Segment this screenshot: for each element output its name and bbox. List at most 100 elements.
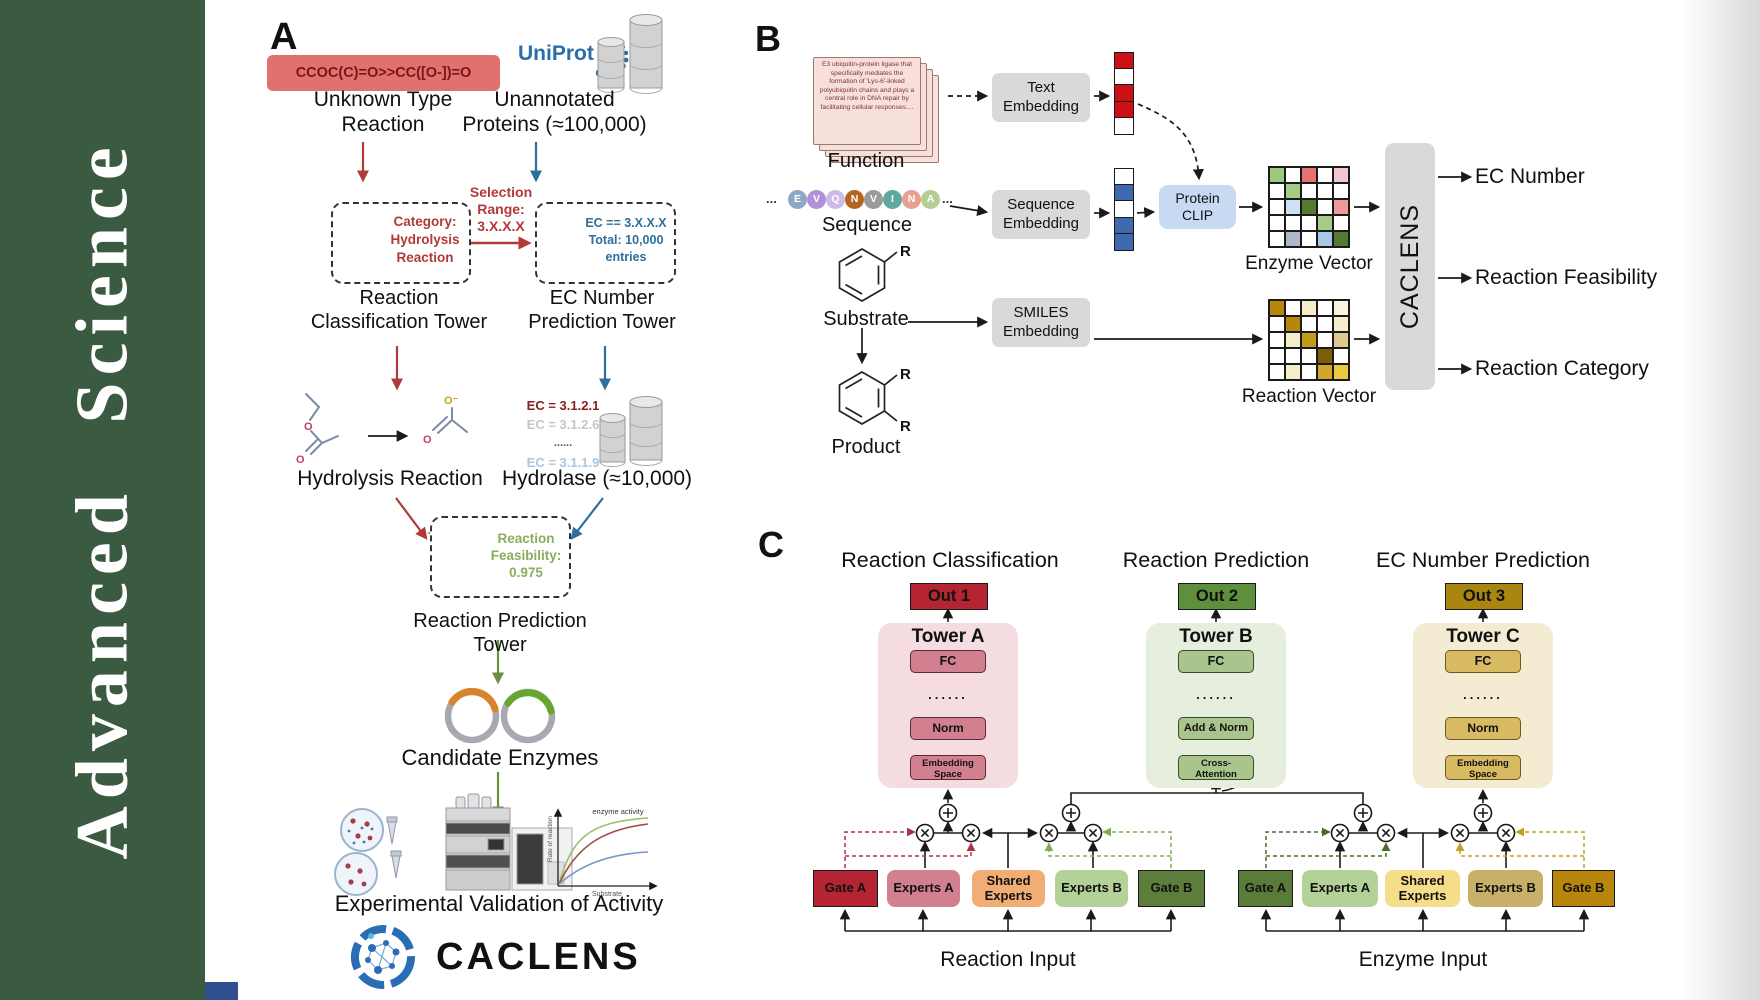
oxygen-atom: O (423, 434, 432, 446)
grid-cell (1317, 167, 1333, 183)
unknown-line2: Reaction (341, 112, 425, 136)
output-reaction-feasibility: Reaction Feasibility (1475, 266, 1658, 289)
substrate-label: Substrate (823, 308, 909, 330)
grid-cell (1285, 348, 1301, 364)
residue-circle: I (883, 190, 902, 209)
vector-cell (1115, 101, 1133, 118)
residue-circle: V (864, 190, 883, 209)
plasmid-icons (444, 687, 556, 744)
vector-cell (1115, 233, 1133, 250)
unknown-line1: Unknown Type (313, 88, 453, 111)
gate-a-reaction: Gate A (813, 870, 878, 907)
sequence-ellipsis-left: ... (766, 191, 777, 206)
protein-clip-line2: CLIP (1181, 207, 1214, 223)
o-minus-atom: O⁻ (444, 395, 459, 407)
unannotated-line1: Unannotated (494, 88, 615, 111)
reaction-vector-grid (1268, 299, 1350, 381)
output-ec-number: EC Number (1475, 165, 1585, 188)
residue-circle: Q (826, 190, 845, 209)
gate-b-reaction: Gate B (1138, 870, 1205, 907)
feasibility-line2: Feasibility: (490, 548, 562, 563)
grid-cell (1333, 348, 1349, 364)
grid-cell (1317, 215, 1333, 231)
plus-operator (1061, 803, 1081, 823)
tower-a-bottom-line2: Space (934, 769, 962, 780)
r-group-label: R (900, 366, 911, 383)
tower-c-fc: FC (1445, 650, 1521, 673)
ecbox-line2: Total: 10,000 (588, 233, 664, 247)
shared-line1: Shared (1400, 872, 1445, 888)
text-embedding-line1: Text (1027, 79, 1055, 96)
sequence-embedding-line1: Sequence (1007, 196, 1075, 213)
tower-b-addnorm: Add & Norm (1178, 717, 1254, 740)
plus-operator (1473, 803, 1493, 823)
smiles-reaction-box: CCOC(C)=O>>CC([O-])=O (267, 55, 500, 91)
times-operator (915, 823, 935, 843)
ecbox-line1: EC == 3.X.X.X (585, 216, 667, 230)
experts-b-reaction: Experts B (1055, 870, 1128, 907)
panelB-arrows (856, 90, 1473, 375)
text-embedding-box: Text Embedding (992, 73, 1090, 122)
tower-c-norm: Norm (1445, 717, 1521, 740)
tower-b-cross-attention: Cross- Attention (1178, 755, 1254, 780)
grid-cell (1285, 231, 1301, 247)
out2-box: Out 2 (1178, 583, 1256, 610)
grid-cell (1269, 199, 1285, 215)
panel-c-label: C (758, 524, 784, 565)
smiles-embedding-line2: Embedding (1003, 323, 1079, 340)
tower-c-dots: ...... (1463, 687, 1503, 702)
tower-a-embedding: Embedding Space (910, 755, 986, 780)
reaction-prediction-tower-label: Reaction Prediction Tower (413, 610, 587, 656)
text-embedding-vector (1114, 52, 1134, 135)
caclens-logo-icon (351, 925, 415, 989)
grid-cell (1269, 332, 1285, 348)
tower-b-fc: FC (1178, 650, 1254, 673)
ec-result-dots: ...... (553, 437, 573, 449)
smiles-embedding-box: SMILES Embedding (992, 298, 1090, 347)
database-icon-top (597, 14, 663, 94)
caclens-module-bar: CACLENS (1385, 143, 1435, 390)
panel-b-label: B (755, 18, 781, 59)
category-line1: Category: (393, 214, 457, 229)
grid-cell (1285, 215, 1301, 231)
uniprot-logo: UniProt (518, 42, 594, 65)
category-box: Category: Hydrolysis Reaction (331, 202, 471, 284)
reaction-vector-label: Reaction Vector (1241, 386, 1377, 407)
tower-b-bottom-line1: Cross- (1200, 758, 1232, 769)
feasibility-box: Reaction Feasibility: 0.975 (430, 516, 571, 598)
grid-cell (1333, 167, 1349, 183)
header-ec-number-prediction: EC Number Prediction (1376, 548, 1590, 572)
tower2-line1: EC Number (549, 287, 655, 309)
category-line2: Hydrolysis (390, 232, 460, 247)
oxygen-atom: O (304, 421, 313, 433)
tower-a-bottom-line1: Embedding (922, 758, 974, 769)
panel-a-label: A (270, 16, 298, 58)
function-card-front: E3 ubiquitin-protein ligase that specifi… (813, 57, 921, 145)
tower-c-bottom-line2: Space (1469, 769, 1497, 780)
grid-cell (1285, 316, 1301, 332)
grid-cell (1301, 348, 1317, 364)
grid-cell (1269, 300, 1285, 316)
shared-experts-enzyme: Shared Experts (1385, 870, 1460, 907)
grid-cell (1285, 199, 1301, 215)
kinetics-graph: enzyme activity Rate of reaction Substra… (547, 807, 658, 898)
grid-cell (1317, 199, 1333, 215)
tower1-line1: Reaction (359, 287, 439, 309)
grid-cell (1269, 316, 1285, 332)
grid-cell (1301, 199, 1317, 215)
shared-line1: Shared (986, 872, 1031, 888)
header-reaction-classification: Reaction Classification (841, 548, 1059, 572)
feasibility-line3: 0.975 (509, 565, 543, 580)
graph-xlabel: Substrate (592, 891, 622, 898)
r-group-label: R (900, 418, 911, 435)
vector-cell (1115, 85, 1133, 102)
tower-c-title: Tower C (1446, 626, 1520, 647)
text-embedding-line2: Embedding (1003, 98, 1079, 115)
grid-cell (1269, 231, 1285, 247)
bottom-left-accent (205, 982, 238, 1000)
tower-a-fc: FC (910, 650, 986, 673)
protein-clip-line1: Protein (1175, 190, 1220, 206)
hydrolysis-reaction-label: Hydrolysis Reaction (297, 467, 483, 490)
